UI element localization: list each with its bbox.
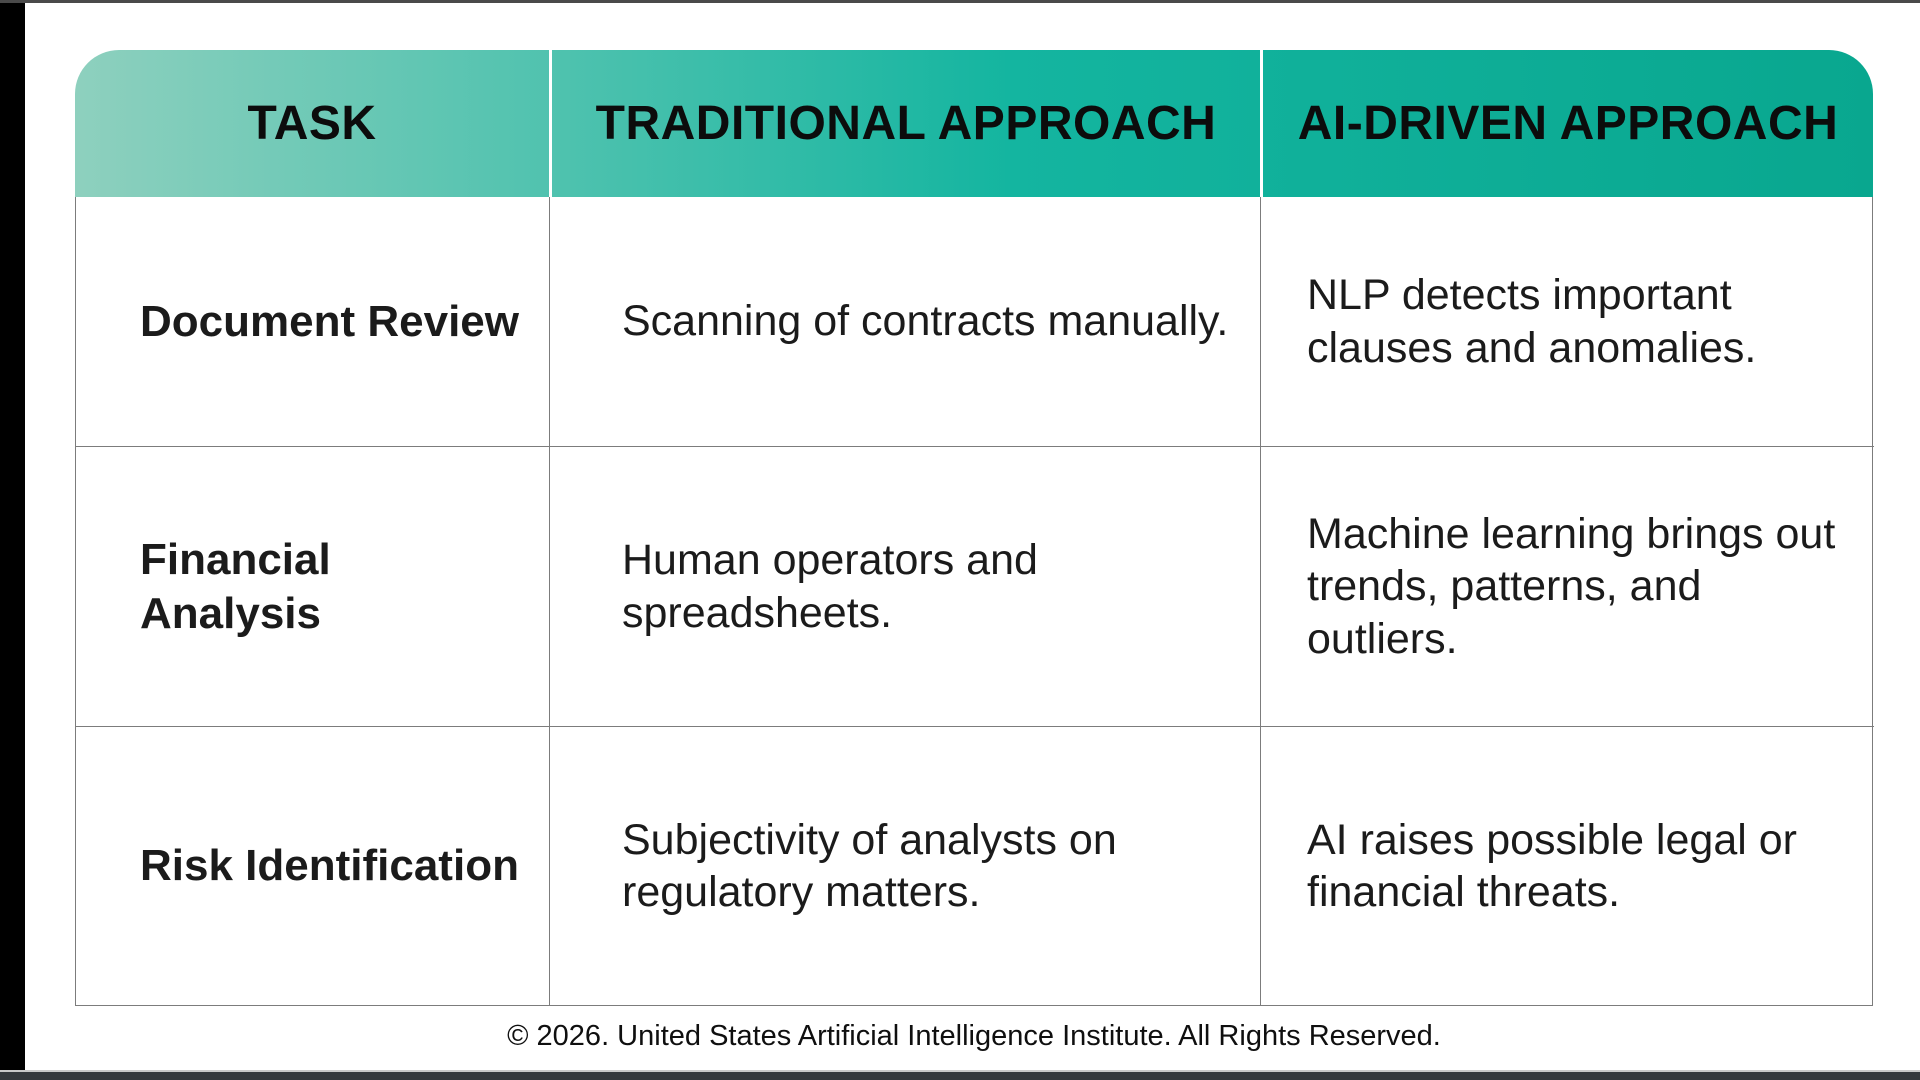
cell-row2-traditional: Human operators and spreadsheets. (550, 447, 1261, 727)
cell-row1-ai: NLP detects important clauses and anomal… (1261, 197, 1874, 447)
top-border-line (0, 0, 1920, 3)
header-cell-ai-driven-approach: AI-DRIVEN APPROACH (1260, 50, 1873, 197)
header-cell-task: TASK (247, 97, 377, 150)
table-header-row: TASK TRADITIONAL APPROACH AI-DRIVEN APPR… (75, 50, 1873, 197)
cell-row3-traditional: Subjectivity of analysts on regulatory m… (550, 727, 1261, 1005)
cell-row2-task: Financial Analysis (76, 447, 550, 727)
footer-copyright: © 2026. United States Artificial Intelli… (507, 1020, 1441, 1052)
cell-row2-ai: Machine learning brings out trends, patt… (1261, 447, 1874, 727)
comparison-table: TASK TRADITIONAL APPROACH AI-DRIVEN APPR… (75, 50, 1874, 1006)
table-body: Document Review Scanning of contracts ma… (75, 197, 1874, 1006)
cell-row1-task: Document Review (76, 197, 550, 447)
left-letterbox-bar (0, 0, 25, 1080)
cell-row3-ai: AI raises possible legal or financial th… (1307, 815, 1797, 916)
cell-row1-traditional: Scanning of contracts manually. (550, 197, 1261, 447)
bottom-border-bar (0, 1070, 1920, 1080)
cell-row3-task: Risk Identification (76, 727, 550, 1005)
header-cell-traditional-approach: TRADITIONAL APPROACH (549, 50, 1260, 197)
